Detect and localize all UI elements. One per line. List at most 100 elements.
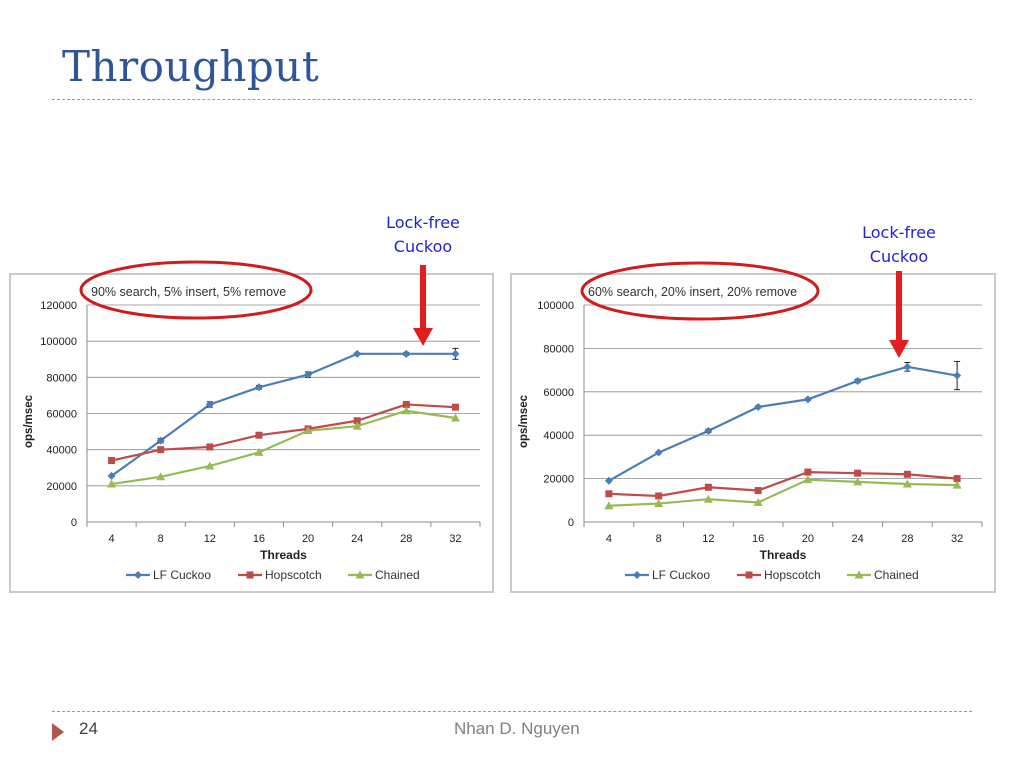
x-tick-label: 32 bbox=[951, 533, 963, 545]
x-tick-label: 16 bbox=[752, 533, 764, 545]
x-tick-label: 12 bbox=[204, 533, 216, 545]
data-point bbox=[451, 349, 460, 358]
y-tick-label: 120000 bbox=[40, 300, 77, 312]
chart-panel-right: 60% search, 20% insert, 20% remove 0 20000… bbox=[510, 273, 996, 593]
series-line bbox=[111, 409, 456, 486]
data-point bbox=[353, 417, 361, 425]
x-axis-label: Threads bbox=[760, 548, 807, 562]
y-tick-label: 40000 bbox=[543, 430, 574, 442]
y-tick-label: 20000 bbox=[46, 481, 77, 493]
slide-title: Throughput bbox=[62, 42, 320, 91]
legend-marker bbox=[355, 570, 365, 579]
series-line bbox=[110, 352, 456, 477]
x-tick-label: 32 bbox=[449, 533, 461, 545]
x-tick-label: 8 bbox=[158, 533, 164, 545]
legend-label: Hopscotch bbox=[764, 568, 821, 582]
x-tick-label: 8 bbox=[656, 533, 662, 545]
x-tick-label: 20 bbox=[302, 533, 314, 545]
data-point bbox=[254, 383, 263, 392]
y-tick-label: 40000 bbox=[46, 445, 77, 457]
data-point bbox=[108, 457, 116, 465]
data-point bbox=[605, 490, 613, 498]
data-point bbox=[352, 421, 362, 430]
x-tick-label: 12 bbox=[702, 533, 714, 545]
data-point bbox=[107, 479, 117, 488]
x-tick-label: 24 bbox=[351, 533, 363, 545]
legend-label: LF Cuckoo bbox=[153, 568, 211, 582]
data-point bbox=[754, 487, 762, 495]
x-tick-label: 16 bbox=[253, 533, 265, 545]
data-point bbox=[206, 443, 214, 451]
data-point bbox=[255, 431, 263, 439]
data-point bbox=[902, 479, 912, 488]
y-tick-label: 60000 bbox=[46, 409, 77, 421]
legend-marker bbox=[246, 571, 254, 579]
data-point bbox=[353, 349, 362, 358]
title-divider bbox=[52, 99, 972, 100]
legend-marker bbox=[633, 571, 641, 579]
footer-triangle-icon bbox=[52, 723, 64, 741]
footer-divider bbox=[52, 711, 972, 712]
data-point bbox=[754, 402, 763, 411]
data-point bbox=[156, 436, 165, 445]
data-point bbox=[157, 446, 165, 454]
y-tick-label: 60000 bbox=[543, 387, 574, 399]
data-point bbox=[107, 471, 116, 480]
series-line bbox=[111, 403, 456, 462]
data-point bbox=[402, 349, 411, 358]
throughput-chart-right: 60% search, 20% insert, 20% remove 0 20000… bbox=[518, 285, 983, 582]
data-point bbox=[304, 370, 313, 379]
y-tick-label: 0 bbox=[568, 517, 574, 529]
callout-right-line-1: Lock-free bbox=[862, 223, 936, 242]
callout-right-line-2: Cuckoo bbox=[869, 247, 929, 266]
legend-marker bbox=[854, 570, 864, 579]
x-tick-label: 4 bbox=[606, 533, 612, 545]
data-point bbox=[803, 475, 813, 484]
data-point bbox=[654, 448, 663, 457]
legend-marker bbox=[745, 571, 753, 579]
data-point bbox=[903, 362, 912, 371]
x-tick-label: 4 bbox=[109, 533, 115, 545]
throughput-chart-left: 90% search, 5% insert, 5% remove 0 20000 40… bbox=[23, 285, 481, 582]
legend-label: LF Cuckoo bbox=[652, 568, 710, 582]
series-line bbox=[608, 470, 958, 498]
y-tick-label: 0 bbox=[71, 517, 77, 529]
data-point bbox=[156, 472, 166, 481]
data-point bbox=[753, 497, 763, 506]
chart-panel-left: 90% search, 5% insert, 5% remove 0 20000 40… bbox=[9, 273, 494, 593]
series-line bbox=[608, 365, 958, 482]
y-tick-label: 80000 bbox=[46, 372, 77, 384]
data-point bbox=[704, 483, 712, 491]
data-point bbox=[703, 494, 713, 503]
y-tick-label: 100000 bbox=[40, 336, 77, 348]
y-tick-label: 80000 bbox=[543, 343, 574, 355]
data-point bbox=[303, 426, 313, 435]
data-point bbox=[254, 447, 264, 456]
x-tick-label: 24 bbox=[852, 533, 864, 545]
data-point bbox=[604, 501, 614, 510]
data-point bbox=[450, 413, 460, 422]
y-axis-label: ops/msec bbox=[23, 394, 35, 448]
data-point bbox=[953, 371, 962, 380]
data-point bbox=[803, 395, 812, 404]
callout-right: Lock-free Cuckoo bbox=[849, 221, 949, 269]
data-point bbox=[854, 469, 862, 477]
data-point bbox=[853, 477, 863, 486]
data-point bbox=[953, 475, 961, 483]
data-point bbox=[704, 426, 713, 435]
page-number: 24 bbox=[79, 719, 98, 738]
x-tick-label: 20 bbox=[802, 533, 814, 545]
chart-title: 60% search, 20% insert, 20% remove bbox=[588, 285, 797, 299]
data-point bbox=[952, 480, 962, 489]
legend-label: Chained bbox=[375, 568, 420, 582]
data-point bbox=[205, 400, 214, 409]
y-tick-label: 100000 bbox=[537, 300, 574, 312]
callout-left-line-1: Lock-free bbox=[386, 213, 460, 232]
series-line bbox=[608, 478, 958, 507]
callout-left-line-2: Cuckoo bbox=[393, 237, 453, 256]
chart-title: 90% search, 5% insert, 5% remove bbox=[91, 285, 286, 299]
data-point bbox=[853, 376, 862, 385]
legend-marker bbox=[134, 571, 142, 579]
data-point bbox=[804, 468, 812, 476]
legend-label: Hopscotch bbox=[265, 568, 322, 582]
